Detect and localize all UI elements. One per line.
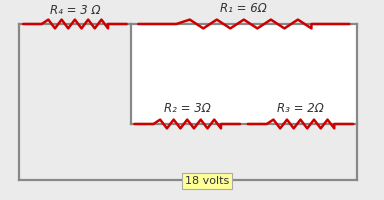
Text: 18 volts: 18 volts xyxy=(185,176,230,186)
Bar xyxy=(131,24,357,124)
Text: R₁ = 6Ω: R₁ = 6Ω xyxy=(220,1,267,15)
Text: R₄ = 3 Ω: R₄ = 3 Ω xyxy=(50,3,100,17)
Text: R₂ = 3Ω: R₂ = 3Ω xyxy=(164,102,210,114)
Text: R₃ = 2Ω: R₃ = 2Ω xyxy=(277,102,324,114)
